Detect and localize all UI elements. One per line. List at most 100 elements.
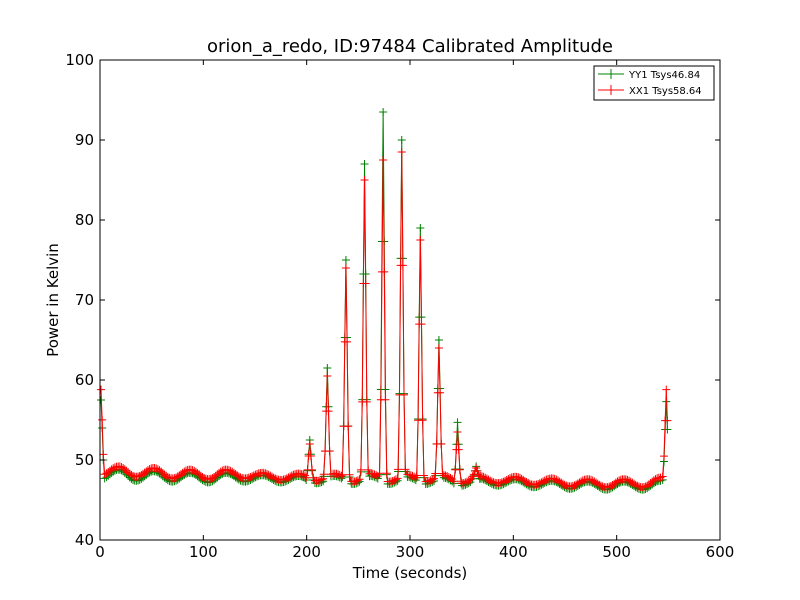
legend-box	[593, 65, 715, 101]
data-point	[266, 471, 275, 480]
data-point	[486, 476, 495, 485]
data-point	[301, 471, 310, 480]
data-point	[587, 475, 596, 484]
data-point	[143, 466, 152, 475]
x-axis-label: Time (seconds)	[352, 564, 468, 582]
data-point	[345, 470, 354, 479]
data-point	[267, 472, 276, 481]
data-point	[444, 472, 453, 481]
data-point	[479, 472, 488, 481]
data-point	[253, 469, 262, 478]
plot-area	[97, 108, 672, 494]
data-point	[588, 476, 597, 485]
data-point	[625, 476, 634, 485]
data-point	[595, 480, 604, 489]
data-point	[262, 469, 271, 478]
data-point	[306, 452, 315, 461]
data-point	[501, 476, 510, 485]
data-point	[434, 344, 443, 352]
data-point	[499, 477, 508, 486]
data-point	[542, 475, 551, 484]
data-point	[380, 267, 389, 276]
data-point	[605, 482, 614, 491]
legend: YY1 Tsys46.84 XX1 Tsys58.64	[593, 65, 715, 101]
data-point	[319, 470, 328, 479]
data-point	[560, 480, 569, 489]
data-point	[302, 473, 311, 482]
data-point	[337, 471, 346, 480]
data-point	[251, 470, 260, 479]
chart-title: orion_a_redo, ID:97484 Calibrated Amplit…	[207, 36, 613, 57]
data-point	[484, 475, 493, 484]
data-point	[473, 466, 482, 475]
data-point	[506, 474, 515, 483]
data-point	[244, 473, 253, 482]
data-point	[540, 476, 549, 485]
data-point	[446, 473, 455, 482]
data-point	[353, 476, 362, 485]
x-tick-label: 500	[602, 543, 631, 561]
data-point	[226, 466, 235, 475]
data-point	[394, 465, 403, 474]
data-point	[532, 480, 541, 489]
data-point	[170, 474, 179, 483]
data-point	[379, 108, 388, 116]
data-point	[558, 479, 567, 488]
data-point	[436, 388, 445, 397]
data-point	[631, 480, 640, 489]
data-point	[596, 481, 605, 490]
data-point	[623, 475, 632, 484]
data-point	[487, 477, 496, 486]
data-point	[401, 465, 410, 474]
data-point	[236, 473, 245, 482]
data-point	[341, 264, 350, 272]
data-point	[216, 467, 225, 476]
data-point	[405, 470, 414, 479]
data-point	[658, 472, 667, 481]
y-tick-label: 70	[75, 291, 94, 309]
data-point	[115, 462, 124, 471]
data-point	[417, 320, 426, 329]
data-point	[524, 479, 533, 488]
data-point	[514, 473, 523, 482]
data-point	[163, 472, 172, 481]
data-point	[449, 477, 458, 486]
plot-frame	[99, 59, 721, 541]
legend-label-yy1: YY1 Tsys46.84	[628, 70, 700, 81]
data-point	[651, 475, 660, 484]
data-point	[382, 469, 391, 478]
data-point	[455, 465, 464, 474]
data-point	[206, 474, 215, 483]
data-point	[615, 476, 624, 485]
data-point	[416, 224, 425, 232]
data-point	[286, 472, 295, 481]
data-point	[99, 450, 108, 459]
data-point	[606, 481, 615, 490]
y-tick-label: 80	[75, 211, 94, 229]
data-point	[464, 476, 473, 485]
x-tick-label: 200	[292, 543, 321, 561]
data-point	[426, 476, 435, 485]
data-point	[502, 475, 511, 484]
data-point	[355, 475, 364, 484]
data-point	[459, 478, 468, 487]
data-point	[429, 474, 438, 483]
data-point	[152, 464, 161, 473]
data-point	[135, 471, 144, 480]
data-point	[653, 474, 662, 483]
data-point	[568, 481, 577, 490]
data-point	[663, 416, 672, 425]
data-point	[305, 440, 314, 448]
data-point	[425, 476, 434, 485]
data-point	[593, 479, 602, 488]
data-point	[525, 479, 534, 488]
data-point	[477, 472, 486, 481]
data-point	[649, 476, 658, 485]
x-tick-label: 400	[499, 543, 528, 561]
data-point	[343, 337, 352, 346]
data-point	[269, 473, 278, 482]
data-point	[248, 472, 257, 481]
data-point	[412, 471, 421, 480]
data-point	[393, 474, 402, 483]
